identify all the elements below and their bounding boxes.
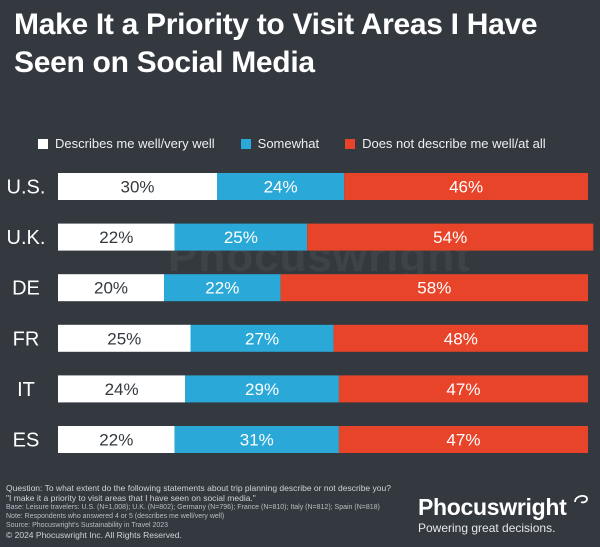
data-label-fr-does-not-describe: 48% — [444, 329, 478, 348]
data-label-u-s-describes-me-well: 30% — [120, 178, 154, 197]
footer-base: Base: Leisure travelers: U.S. (N=1,008);… — [6, 504, 380, 511]
data-label-u-k-does-not-describe: 54% — [433, 228, 467, 247]
bar-de-somewhat — [164, 274, 281, 302]
category-label-es: ES — [13, 430, 40, 452]
category-label-u-k: U.K. — [7, 227, 46, 249]
legend-label-describes-well: Describes me well/very well — [55, 136, 215, 151]
bar-es-somewhat — [174, 426, 339, 453]
legend-item-does-not-describe: Does not describe me well/at all — [345, 136, 546, 151]
data-label-u-s-does-not-describe: 46% — [449, 178, 483, 197]
footer-note: Note: Respondents who answered 4 or 5 (d… — [6, 513, 225, 520]
bar-u-s-describes-me-well — [58, 173, 217, 200]
brand-tagline: Powering great decisions. — [418, 521, 556, 535]
data-label-de-does-not-describe: 58% — [417, 279, 451, 298]
category-label-u-s: U.S. — [7, 177, 46, 199]
bar-it-does-not-describe — [338, 375, 588, 403]
bar-u-s-somewhat — [217, 173, 345, 200]
legend-item-somewhat: Somewhat — [240, 136, 320, 151]
data-label-it-describes-me-well: 24% — [105, 380, 139, 399]
bar-es-does-not-describe — [338, 426, 588, 453]
brand-logo: Phocuswright Powering great decisions. — [418, 494, 598, 535]
bar-de-describes-me-well — [58, 274, 164, 302]
brand-hook-icon — [574, 495, 588, 504]
category-label-it: IT — [17, 379, 35, 401]
data-label-it-does-not-describe: 47% — [446, 380, 480, 399]
data-label-de-somewhat: 22% — [205, 279, 239, 298]
bar-u-k-does-not-describe — [307, 223, 594, 251]
footer-question: Question: To what extent do the followin… — [6, 483, 391, 493]
bar-u-k-somewhat — [174, 223, 308, 251]
data-label-it-somewhat: 29% — [245, 380, 279, 399]
category-label-de: DE — [12, 278, 40, 300]
brand-name: Phocuswright — [418, 494, 567, 520]
bar-fr-somewhat — [190, 324, 334, 352]
footer-statement: "I make it a priority to visit areas tha… — [6, 493, 256, 503]
data-label-es-does-not-describe: 47% — [446, 431, 480, 450]
data-label-es-describes-me-well: 22% — [99, 431, 133, 450]
bar-u-k-describes-me-well — [58, 223, 175, 251]
data-label-u-k-describes-me-well: 22% — [99, 228, 133, 247]
legend-swatch-somewhat — [240, 138, 251, 149]
legend: Describes me well/very well Somewhat Doe… — [38, 136, 598, 151]
legend-swatch-does-not-describe — [345, 138, 356, 149]
footer-copyright: © 2024 Phocuswright Inc. All Rights Rese… — [6, 530, 182, 540]
data-label-fr-describes-me-well: 25% — [107, 329, 141, 348]
bar-it-describes-me-well — [58, 375, 186, 403]
chart-title: Make It a Priority to Visit Areas I Have… — [14, 8, 538, 79]
data-label-u-k-somewhat: 25% — [224, 228, 258, 247]
legend-label-somewhat: Somewhat — [257, 136, 320, 151]
legend-swatch-describes-well — [38, 138, 48, 149]
footer-notes: Question: To what extent do the followin… — [6, 483, 406, 541]
stacked-bar-chart: U.S. 30% 24% 46% U.K. 22% 25% 54% DE 20% 22% 58% FR 2… — [7, 173, 594, 453]
data-label-fr-somewhat: 27% — [245, 329, 279, 348]
legend-label-does-not-describe: Does not describe me well/at all — [362, 136, 546, 151]
data-label-de-describes-me-well: 20% — [94, 279, 128, 298]
bar-fr-does-not-describe — [333, 324, 588, 352]
bar-es-describes-me-well — [58, 426, 175, 453]
footer-source: Source: Phocuswright's Sustainability in… — [6, 522, 169, 529]
data-label-es-somewhat: 31% — [240, 431, 274, 450]
data-label-u-s-somewhat: 24% — [264, 178, 298, 197]
bar-it-somewhat — [185, 375, 339, 403]
bar-u-s-does-not-describe — [344, 173, 588, 200]
category-label-fr: FR — [13, 328, 40, 350]
legend-item-describes-well: Describes me well/very well — [38, 136, 215, 151]
bar-fr-describes-me-well — [58, 324, 191, 352]
bar-de-does-not-describe — [280, 274, 588, 302]
